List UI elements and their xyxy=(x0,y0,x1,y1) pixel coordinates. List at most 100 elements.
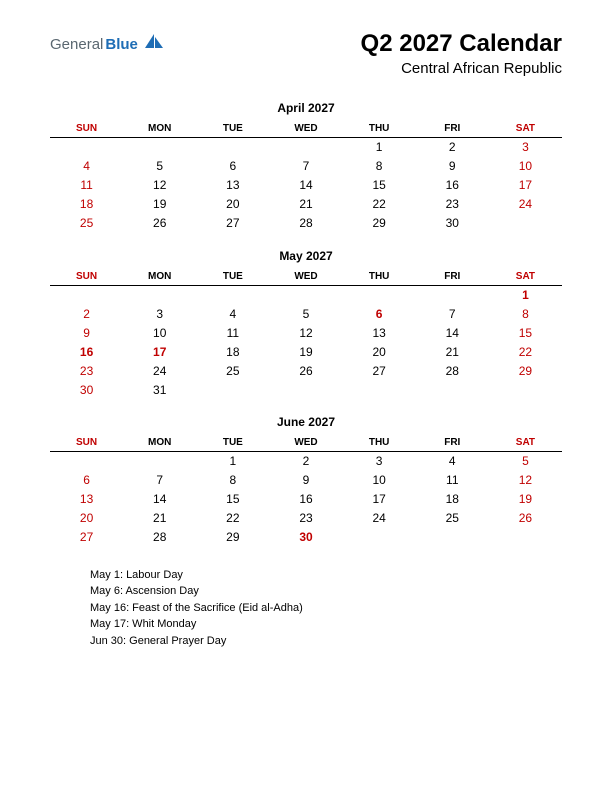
day-cell: 3 xyxy=(123,304,196,323)
empty-cell xyxy=(269,138,342,157)
day-cell: 18 xyxy=(196,342,269,361)
empty-cell xyxy=(343,528,416,547)
day-cell: 29 xyxy=(343,214,416,233)
day-cell: 15 xyxy=(489,323,562,342)
day-cell: 24 xyxy=(489,195,562,214)
day-cell: 17 xyxy=(123,342,196,361)
day-header: SUN xyxy=(50,433,123,452)
day-cell: 5 xyxy=(489,452,562,471)
day-cell: 17 xyxy=(343,490,416,509)
empty-cell xyxy=(269,285,342,304)
month-title: June 2027 xyxy=(50,415,562,429)
empty-cell xyxy=(50,138,123,157)
day-cell: 9 xyxy=(50,323,123,342)
day-cell: 22 xyxy=(343,195,416,214)
day-cell: 15 xyxy=(196,490,269,509)
day-header: WED xyxy=(269,433,342,452)
empty-cell xyxy=(50,452,123,471)
calendar-table: SUNMONTUEWEDTHUFRISAT1234567891011121314… xyxy=(50,267,562,400)
day-cell: 8 xyxy=(196,471,269,490)
day-cell: 30 xyxy=(416,214,489,233)
day-cell: 28 xyxy=(416,361,489,380)
day-cell: 27 xyxy=(50,528,123,547)
empty-cell xyxy=(489,214,562,233)
day-cell: 21 xyxy=(269,195,342,214)
day-cell: 21 xyxy=(416,342,489,361)
day-cell: 12 xyxy=(489,471,562,490)
day-cell: 26 xyxy=(489,509,562,528)
day-header: WED xyxy=(269,119,342,138)
page-subtitle: Central African Republic xyxy=(361,60,562,77)
day-cell: 12 xyxy=(123,176,196,195)
empty-cell xyxy=(123,138,196,157)
day-cell: 18 xyxy=(416,490,489,509)
day-header: SAT xyxy=(489,267,562,286)
day-cell: 15 xyxy=(343,176,416,195)
day-cell: 25 xyxy=(50,214,123,233)
day-cell: 2 xyxy=(269,452,342,471)
day-cell: 24 xyxy=(123,361,196,380)
empty-cell xyxy=(416,380,489,399)
day-cell: 14 xyxy=(416,323,489,342)
empty-cell xyxy=(50,285,123,304)
month-block: April 2027SUNMONTUEWEDTHUFRISAT123456789… xyxy=(50,101,562,233)
day-cell: 30 xyxy=(50,380,123,399)
empty-cell xyxy=(416,528,489,547)
day-header: MON xyxy=(123,119,196,138)
day-cell: 23 xyxy=(416,195,489,214)
day-cell: 21 xyxy=(123,509,196,528)
day-cell: 26 xyxy=(123,214,196,233)
day-cell: 8 xyxy=(343,157,416,176)
day-cell: 25 xyxy=(196,361,269,380)
day-cell: 25 xyxy=(416,509,489,528)
page-title: Q2 2027 Calendar xyxy=(361,30,562,58)
day-cell: 13 xyxy=(196,176,269,195)
day-cell: 6 xyxy=(196,157,269,176)
day-header: THU xyxy=(343,267,416,286)
day-cell: 6 xyxy=(50,471,123,490)
calendar-table: SUNMONTUEWEDTHUFRISAT1234567891011121314… xyxy=(50,433,562,547)
holiday-item: Jun 30: General Prayer Day xyxy=(90,633,562,650)
calendar-table: SUNMONTUEWEDTHUFRISAT1234567891011121314… xyxy=(50,119,562,233)
day-header: TUE xyxy=(196,433,269,452)
day-cell: 7 xyxy=(269,157,342,176)
empty-cell xyxy=(123,452,196,471)
month-title: May 2027 xyxy=(50,249,562,263)
holiday-item: May 1: Labour Day xyxy=(90,567,562,584)
day-cell: 4 xyxy=(196,304,269,323)
day-cell: 13 xyxy=(50,490,123,509)
day-cell: 28 xyxy=(123,528,196,547)
day-cell: 28 xyxy=(269,214,342,233)
day-cell: 17 xyxy=(489,176,562,195)
day-cell: 1 xyxy=(343,138,416,157)
empty-cell xyxy=(196,138,269,157)
day-header: FRI xyxy=(416,267,489,286)
holiday-item: May 6: Ascension Day xyxy=(90,583,562,600)
day-cell: 11 xyxy=(50,176,123,195)
day-cell: 14 xyxy=(269,176,342,195)
month-block: June 2027SUNMONTUEWEDTHUFRISAT1234567891… xyxy=(50,415,562,547)
day-cell: 18 xyxy=(50,195,123,214)
day-cell: 6 xyxy=(343,304,416,323)
empty-cell xyxy=(489,528,562,547)
day-cell: 24 xyxy=(343,509,416,528)
day-cell: 2 xyxy=(416,138,489,157)
day-cell: 1 xyxy=(489,285,562,304)
day-cell: 5 xyxy=(123,157,196,176)
day-cell: 14 xyxy=(123,490,196,509)
day-cell: 23 xyxy=(50,361,123,380)
day-cell: 31 xyxy=(123,380,196,399)
day-header: MON xyxy=(123,433,196,452)
title-block: Q2 2027 Calendar Central African Republi… xyxy=(361,30,562,77)
logo-sail-icon xyxy=(143,32,165,50)
day-cell: 7 xyxy=(416,304,489,323)
day-cell: 29 xyxy=(489,361,562,380)
logo-text-blue: Blue xyxy=(105,36,138,53)
logo-text-general: General xyxy=(50,36,103,53)
day-header: WED xyxy=(269,267,342,286)
day-cell: 3 xyxy=(343,452,416,471)
empty-cell xyxy=(196,285,269,304)
day-cell: 12 xyxy=(269,323,342,342)
day-cell: 16 xyxy=(50,342,123,361)
day-cell: 5 xyxy=(269,304,342,323)
